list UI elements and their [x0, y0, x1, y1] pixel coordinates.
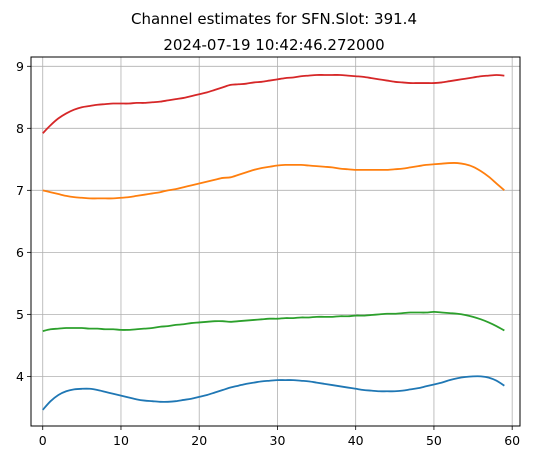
ticks: 0 10 20 30 40 50 60 4 5 6 7 8 9	[16, 59, 520, 448]
series-line-2	[42, 162, 505, 200]
series-line-1	[42, 375, 505, 411]
x-tick-label: 30	[270, 433, 286, 448]
y-tick-label: 7	[16, 183, 24, 198]
chart-title: Channel estimates for SFN.Slot: 391.4	[131, 10, 417, 28]
chart-subtitle: 2024-07-19 10:42:46.272000	[163, 36, 384, 54]
grid	[31, 57, 520, 426]
plot-frame	[30, 56, 521, 427]
series-line-3	[42, 310, 505, 332]
series-line-4	[42, 74, 505, 134]
y-tick-label: 5	[16, 307, 24, 322]
y-tick-label: 6	[16, 245, 24, 260]
x-tick-label: 20	[191, 433, 207, 448]
x-tick-label: 40	[348, 433, 364, 448]
x-tick-label: 50	[426, 433, 442, 448]
y-tick-label: 9	[16, 59, 24, 74]
y-tick-label: 8	[16, 121, 24, 136]
series-group	[42, 74, 505, 411]
x-tick-label: 60	[504, 433, 520, 448]
x-tick-label: 10	[113, 433, 129, 448]
x-tick-label: 0	[39, 433, 47, 448]
y-tick-label: 4	[16, 369, 24, 384]
